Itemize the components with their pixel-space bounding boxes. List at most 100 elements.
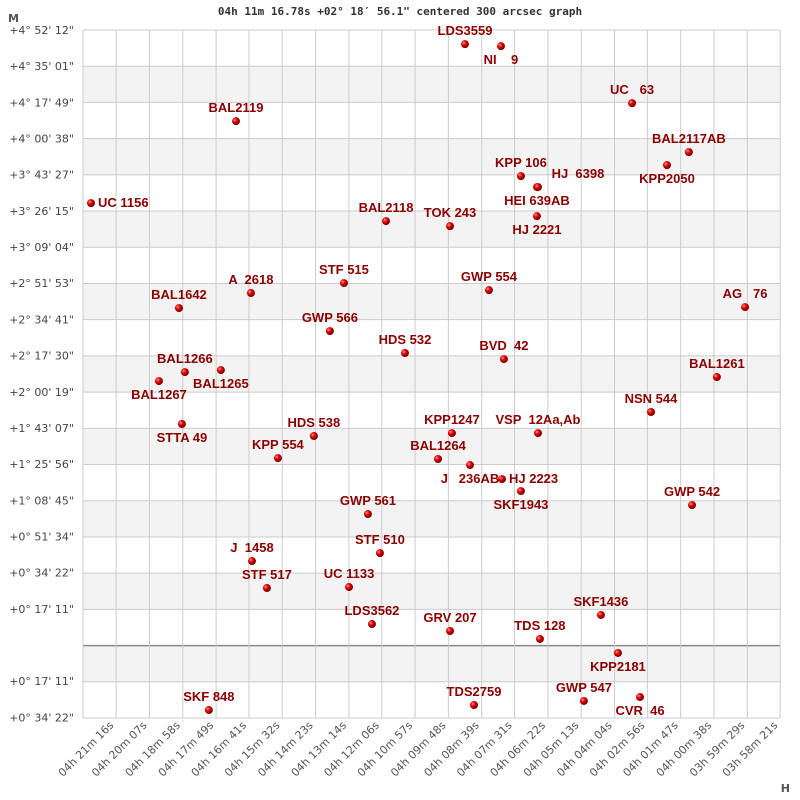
- star-point: [688, 501, 697, 510]
- grid-band: [83, 138, 780, 175]
- grid-band: [83, 573, 780, 610]
- star-label: BAL1261: [689, 356, 745, 371]
- star-label: HEI 639AB: [504, 193, 570, 208]
- star-label: AG 76: [723, 286, 768, 301]
- star-point: [636, 693, 645, 702]
- star-label: TDS 128: [514, 618, 565, 633]
- y-tick-label: +3° 26' 15": [9, 205, 74, 218]
- star-point: [339, 279, 348, 288]
- star-point: [174, 304, 183, 313]
- y-tick-label: +2° 00' 19": [9, 386, 74, 399]
- star-label: J 236AB: [441, 471, 500, 486]
- star-label: HDS 532: [379, 332, 432, 347]
- star-label: BAL1266: [157, 351, 213, 366]
- star-label: STTA 49: [157, 430, 208, 445]
- star-label: GWP 554: [461, 269, 518, 284]
- star-label: HJ 2221: [512, 222, 561, 237]
- y-tick-label: +2° 34' 41": [9, 313, 74, 326]
- star-label: BAL1267: [131, 387, 187, 402]
- star-point: [434, 454, 443, 463]
- star-label: BVD 42: [479, 338, 528, 353]
- star-label: KPP2181: [590, 659, 646, 674]
- star-point: [628, 99, 637, 108]
- star-label: BAL1264: [410, 438, 466, 453]
- star-point: [216, 366, 225, 375]
- star-label: A 2618: [228, 272, 273, 287]
- y-tick-label: +4° 00' 38": [9, 133, 74, 146]
- star-point: [246, 289, 255, 298]
- star-label: GRV 207: [423, 610, 476, 625]
- star-point: [177, 420, 186, 429]
- star-label: LDS3559: [438, 23, 493, 38]
- grid-band: [83, 211, 780, 248]
- star-point: [535, 634, 544, 643]
- star-point: [345, 583, 354, 592]
- star-label: BAL1642: [151, 287, 207, 302]
- star-point: [532, 212, 541, 221]
- star-point: [446, 626, 455, 635]
- star-point: [154, 377, 163, 386]
- star-point: [579, 696, 588, 705]
- y-tick-label: +1° 08' 45": [9, 494, 74, 507]
- star-point: [497, 475, 506, 484]
- grid-band: [83, 66, 780, 103]
- y-tick-label: +0° 17' 11": [9, 603, 74, 616]
- star-label: KPP 554: [252, 437, 305, 452]
- star-point: [460, 40, 469, 49]
- star-point: [533, 183, 542, 192]
- y-tick-label: +0° 34' 22": [9, 567, 74, 580]
- star-label: LDS3562: [344, 603, 399, 618]
- star-point: [496, 42, 505, 51]
- star-point: [204, 706, 213, 715]
- star-label: UC 1156: [98, 195, 149, 210]
- y-tick-label: +2° 51' 53": [9, 277, 74, 290]
- star-label: TDS2759: [447, 684, 502, 699]
- grid-band: [83, 645, 780, 682]
- star-label: HJ 6398: [552, 166, 605, 181]
- star-point: [382, 217, 391, 226]
- star-label: UC 63: [610, 82, 654, 97]
- grid-band: [83, 355, 780, 393]
- star-label: KPP 106: [495, 155, 547, 170]
- star-point: [262, 584, 271, 593]
- star-label: SKF1436: [573, 594, 628, 609]
- y-tick-label: +4° 17' 49": [9, 96, 74, 109]
- star-point: [662, 161, 671, 170]
- star-point: [613, 648, 622, 657]
- star-point: [646, 408, 655, 417]
- star-point: [741, 303, 750, 312]
- star-label: SKF 848: [183, 689, 234, 704]
- star-point: [684, 148, 693, 157]
- star-label: KPP2050: [639, 171, 695, 186]
- star-point: [367, 620, 376, 629]
- star-label: VSP 12Aa,Ab: [495, 412, 580, 427]
- star-point: [231, 117, 240, 126]
- star-point: [712, 373, 721, 382]
- star-label: GWP 542: [664, 484, 720, 499]
- star-point: [466, 461, 475, 470]
- star-label: BAL2119: [209, 100, 264, 115]
- star-label: GWP 547: [556, 680, 612, 695]
- star-point: [470, 700, 479, 709]
- grid-band: [83, 283, 780, 320]
- star-label: CVR 46: [615, 703, 664, 718]
- star-point: [325, 327, 334, 336]
- star-point: [484, 286, 493, 295]
- star-point: [180, 368, 189, 377]
- y-tick-label: +4° 52' 12": [9, 24, 74, 37]
- star-label: KPP1247: [424, 412, 480, 427]
- star-label: TOK 243: [424, 205, 477, 220]
- x-axis-label: H: [781, 782, 790, 795]
- grid-band: [83, 500, 780, 537]
- y-tick-label: +0° 51' 34": [9, 530, 74, 543]
- star-label: HDS 538: [288, 415, 341, 430]
- star-point: [363, 510, 372, 519]
- star-point: [273, 454, 282, 463]
- star-label: BAL2117AB: [652, 131, 726, 146]
- star-label: J 1458: [230, 540, 273, 555]
- grid-band: [83, 428, 780, 465]
- star-point: [516, 172, 525, 181]
- star-point: [375, 549, 384, 558]
- star-label: STF 517: [242, 567, 292, 582]
- star-point: [499, 355, 508, 364]
